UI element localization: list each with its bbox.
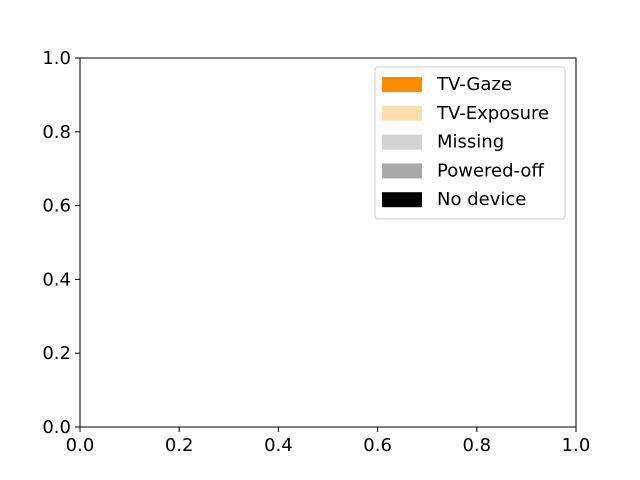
legend[interactable]: TV-Gaze TV-Exposure Missing Powered-off No d… — [374, 66, 566, 220]
y-tick-label: 0.2 — [42, 343, 71, 364]
y-axis: 0.0 0.2 0.4 0.6 0.8 1.0 — [42, 48, 80, 438]
legend-label: No device — [437, 189, 526, 210]
legend-swatch — [382, 192, 422, 208]
y-tick-label: 0.6 — [42, 196, 71, 217]
x-axis: 0.0 0.2 0.4 0.6 0.8 1.0 — [66, 427, 591, 456]
legend-swatch — [382, 77, 422, 92]
legend-item[interactable]: Missing — [382, 132, 504, 153]
legend-label: Missing — [437, 132, 504, 153]
legend-item[interactable]: Powered-off — [382, 160, 544, 181]
legend-swatch — [382, 105, 422, 121]
legend-box — [374, 66, 566, 220]
legend-swatch — [382, 163, 422, 179]
y-tick-label: 0.0 — [42, 417, 71, 438]
legend-label: TV-Gaze — [436, 74, 512, 95]
plot-frame — [79, 57, 577, 428]
y-tick-label: 0.4 — [42, 269, 71, 290]
x-tick-label: 1.0 — [562, 435, 591, 456]
legend-swatch — [382, 134, 422, 150]
legend-item[interactable]: No device — [382, 189, 526, 210]
legend-item[interactable]: TV-Exposure — [382, 103, 549, 124]
x-tick-label: 0.2 — [165, 435, 194, 456]
legend-label: Powered-off — [437, 160, 544, 181]
x-tick-label: 0.0 — [66, 435, 95, 456]
x-tick-label: 0.4 — [264, 435, 293, 456]
x-tick-label: 0.8 — [462, 435, 491, 456]
y-tick-label: 1.0 — [42, 48, 71, 69]
y-tick-label: 0.8 — [42, 122, 71, 143]
x-tick-label: 0.6 — [363, 435, 392, 456]
legend-item[interactable]: TV-Gaze — [382, 74, 512, 95]
legend-label: TV-Exposure — [436, 103, 549, 124]
